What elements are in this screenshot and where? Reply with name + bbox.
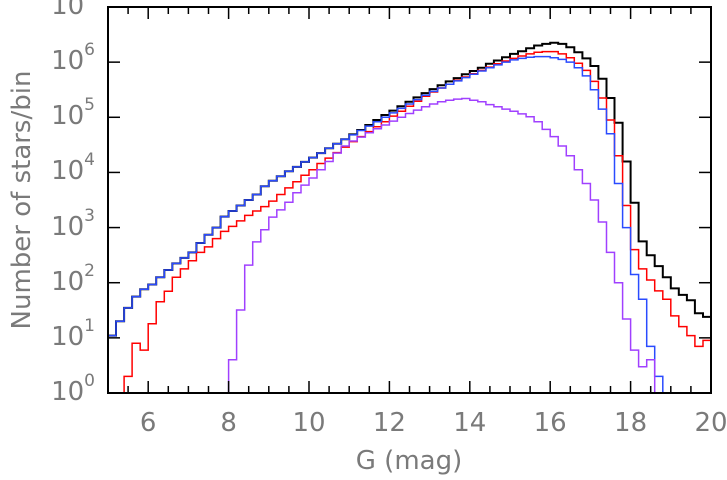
y-tick-exponent: 6 (84, 39, 95, 60)
series-1-histogram (108, 50, 711, 394)
series-2-histogram (108, 55, 711, 394)
y-tick-label: 107 (5, 0, 95, 19)
x-tick-label: 14 (453, 408, 487, 438)
y-tick-label: 106 (5, 41, 95, 76)
x-tick-label: 12 (372, 408, 406, 438)
series-3-histogram (108, 97, 711, 394)
y-tick-label: 103 (5, 207, 95, 242)
y-tick-exponent: 4 (84, 150, 95, 171)
y-tick-base: 10 (51, 156, 85, 187)
x-tick-label: 10 (292, 408, 326, 438)
y-tick-label: 102 (5, 262, 95, 297)
y-tick-exponent: 0 (84, 370, 95, 391)
y-tick-base: 10 (51, 0, 85, 21)
y-tick-base: 10 (51, 266, 85, 297)
y-tick-label: 104 (5, 152, 95, 187)
y-tick-exponent: 1 (84, 315, 95, 336)
y-tick-label: 100 (5, 372, 95, 407)
x-tick-label: 20 (694, 408, 727, 438)
y-tick-base: 10 (51, 376, 85, 407)
x-axis-label: G (mag) (355, 446, 463, 476)
x-tick-label: 8 (220, 408, 237, 438)
x-tick-label: 18 (614, 408, 648, 438)
x-tick-label: 16 (533, 408, 567, 438)
x-tick-label: 6 (139, 408, 157, 438)
series-0-histogram (108, 41, 711, 337)
y-tick-base: 10 (51, 101, 85, 132)
y-tick-exponent: 3 (84, 205, 95, 226)
y-tick-label: 105 (5, 97, 95, 132)
y-tick-exponent: 2 (84, 260, 95, 281)
y-tick-base: 10 (51, 321, 85, 352)
y-tick-label: 101 (5, 317, 95, 352)
y-tick-base: 10 (51, 45, 85, 76)
y-tick-exponent: 5 (84, 95, 95, 116)
y-tick-base: 10 (51, 211, 85, 242)
plot-frame (107, 6, 712, 394)
y-tick-exponent: 7 (84, 0, 95, 5)
